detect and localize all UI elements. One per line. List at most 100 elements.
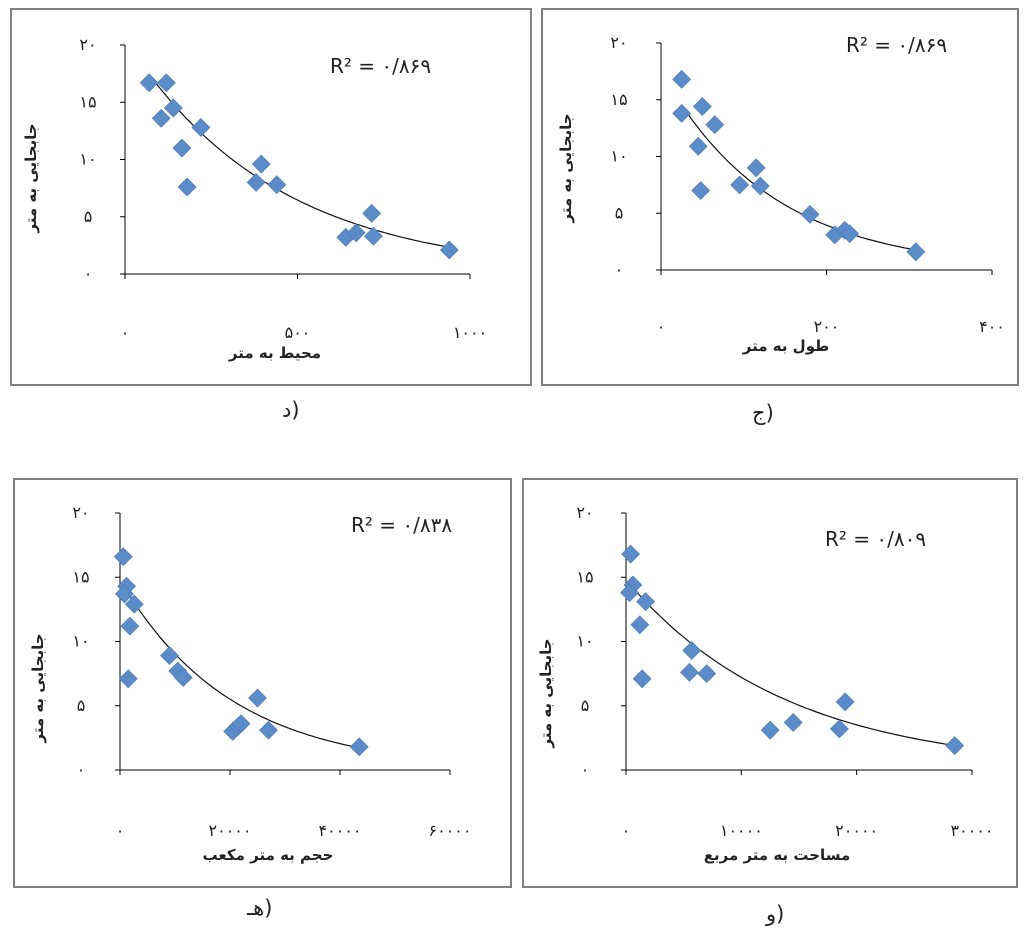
chart-frame: [541, 8, 1019, 386]
chart-h-svg: ۰ ۵ ۱۰ ۱۵ ۲۰ ۰ ۲۰۰۰۰ ۴۰۰۰۰ ۶۰۰۰۰ R² = ۰/۸۳۸ حجم به…: [13, 478, 512, 888]
r2-label: R² = ۰/۸۶۹: [330, 54, 431, 78]
trendline: [629, 583, 955, 747]
data-point: [349, 737, 369, 757]
data-point: [246, 172, 266, 192]
chart-frame: [13, 478, 512, 888]
data-point: [251, 154, 271, 174]
x-axis-title: طول به متر: [742, 337, 829, 355]
caption-j: ج): [752, 401, 774, 425]
data-point: [630, 615, 650, 635]
y-tick-label: ۵: [84, 207, 93, 226]
trendline: [122, 585, 360, 749]
data-point: [840, 224, 860, 244]
data-point: [945, 736, 965, 756]
y-tick-label: ۱۵: [576, 567, 593, 586]
y-tick-label: ۱۰: [576, 632, 593, 651]
chart-panel-h: ۰ ۵ ۱۰ ۱۵ ۲۰ ۰ ۲۰۰۰۰ ۴۰۰۰۰ ۶۰۰۰۰ R² = ۰/۸۳۸ حجم به…: [13, 478, 512, 888]
data-point: [113, 547, 133, 567]
trendline: [681, 104, 917, 251]
data-point: [692, 97, 712, 116]
x-tick-label: ۰: [121, 323, 130, 342]
data-point: [177, 177, 197, 197]
data-point: [783, 713, 803, 732]
x-tick-label: ۵۰۰: [285, 323, 311, 342]
data-point: [835, 692, 855, 712]
y-tick-label: ۲۰: [576, 503, 593, 522]
data-point: [672, 103, 692, 123]
caption-h: هـ): [247, 896, 273, 920]
r2-label: R² = ۰/۸۶۹: [846, 33, 947, 57]
data-point: [139, 73, 159, 93]
data-point: [173, 668, 193, 687]
x-tick-label: ۴۰۰: [979, 317, 1005, 336]
y-tick-label: ۰: [581, 760, 590, 779]
y-tick-label: ۰: [615, 260, 624, 279]
chart-panel-d: ۰ ۵ ۱۰ ۱۵ ۲۰ ۰ ۵۰۰ ۱۰۰۰ R² = ۰/۸۶۹ محیط به متر جاب…: [10, 8, 532, 386]
data-point: [439, 240, 459, 260]
data-point: [267, 175, 287, 195]
data-point: [151, 108, 171, 128]
data-point: [163, 98, 183, 118]
data-point: [620, 583, 639, 603]
data-point: [172, 138, 192, 158]
x-tick-label: ۰: [116, 821, 125, 840]
y-tick-label: ۵: [77, 696, 86, 715]
data-point: [672, 69, 692, 89]
data-point: [346, 223, 366, 243]
y-axis-title: جابجایی به متر: [29, 633, 47, 743]
x-tick-label: ۳۰۰۰۰: [951, 821, 994, 840]
y-tick-label: ۱۵: [610, 90, 627, 109]
data-point: [680, 662, 699, 682]
y-tick-label: ۰: [77, 760, 86, 779]
data-point: [362, 203, 382, 223]
x-tick-label: ۱۰۰۰: [453, 323, 487, 342]
data-point: [118, 669, 138, 689]
y-tick-label: ۱۰: [79, 150, 96, 169]
y-tick-label: ۲۰: [72, 503, 89, 522]
y-tick-label: ۱۵: [79, 92, 96, 111]
x-tick-label: ۴۰۰۰۰: [319, 821, 362, 840]
y-axis-title: جابجایی به متر: [537, 638, 555, 748]
data-point: [621, 544, 641, 564]
data-point: [705, 115, 725, 135]
caption-d: د): [282, 398, 300, 422]
x-tick-label: ۲۰۰۰۰: [209, 821, 252, 840]
data-point: [906, 242, 926, 262]
x-tick-label: ۶۰۰۰۰: [429, 821, 472, 840]
data-point: [760, 720, 780, 740]
data-point: [632, 669, 652, 689]
y-tick-label: ۰: [84, 264, 93, 283]
x-tick-label: ۱۰۰۰۰: [720, 821, 763, 840]
trendline: [148, 73, 450, 248]
data-point: [124, 594, 144, 614]
data-point: [114, 584, 134, 604]
x-axis-title: محیط به متر: [228, 344, 321, 362]
x-tick-label: ۲۰۰: [814, 317, 840, 336]
data-point: [160, 646, 179, 666]
data-point: [829, 719, 849, 739]
chart-frame: [522, 478, 1018, 888]
chart-w-svg: ۰ ۵ ۱۰ ۱۵ ۲۰ ۰ ۱۰۰۰۰ ۲۰۰۰۰ ۳۰۰۰۰ R² = ۰/۸۰۹ مساحت …: [522, 478, 1018, 888]
data-point: [688, 136, 708, 156]
data-point: [259, 720, 278, 740]
caption-w: و): [766, 902, 785, 926]
chart-frame: [10, 8, 532, 386]
chart-panel-j: ۰ ۵ ۱۰ ۱۵ ۲۰ ۰ ۲۰۰ ۴۰۰ R² = ۰/۸۶۹ طول به متر جابجا…: [541, 8, 1019, 386]
y-tick-label: ۵: [581, 696, 590, 715]
data-point: [156, 73, 176, 93]
chart-panel-w: ۰ ۵ ۱۰ ۱۵ ۲۰ ۰ ۱۰۰۰۰ ۲۰۰۰۰ ۳۰۰۰۰ R² = ۰/۸۰۹ مساحت …: [522, 478, 1018, 888]
data-point: [746, 158, 766, 178]
data-point: [248, 688, 267, 708]
x-tick-label: ۰: [622, 821, 631, 840]
y-tick-label: ۱۵: [72, 567, 89, 586]
x-tick-label: ۰: [657, 317, 666, 336]
data-point: [191, 118, 211, 137]
x-tick-label: ۲۰۰۰۰: [835, 821, 878, 840]
data-point: [800, 204, 820, 224]
r2-label: R² = ۰/۸۰۹: [825, 527, 926, 551]
x-axis-title: حجم به متر مکعب: [203, 846, 334, 864]
data-point: [682, 641, 702, 660]
data-point: [636, 592, 656, 612]
y-tick-label: ۲۰: [79, 35, 96, 54]
